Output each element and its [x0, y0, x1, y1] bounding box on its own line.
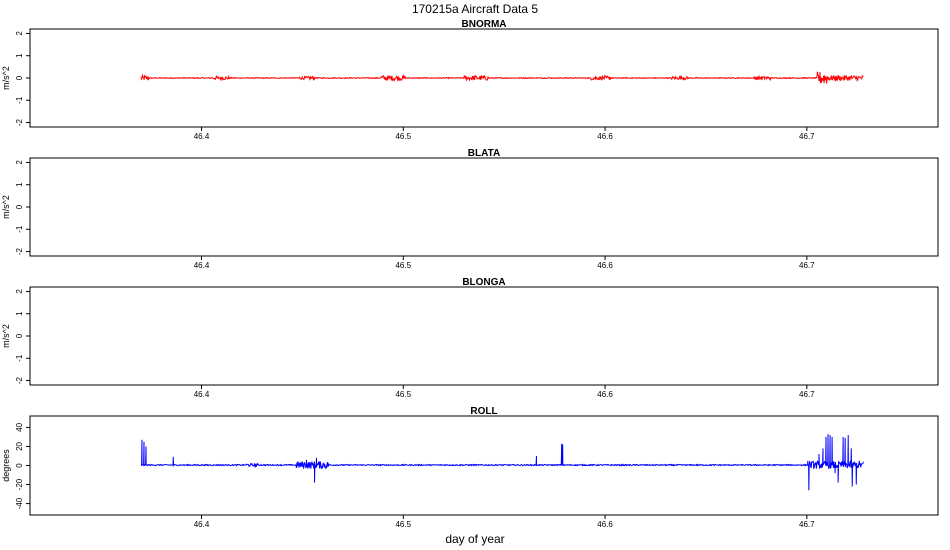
y-tick-label: 1 [15, 53, 24, 58]
y-tick-label: 0 [15, 463, 24, 468]
x-tick-label: 46.5 [395, 261, 411, 270]
y-tick-label: 20 [15, 441, 24, 450]
panel-title: BLATA [468, 148, 500, 159]
x-axis-label: day of year [445, 532, 504, 546]
panel-roll: ROLL -40 -20 0 20 40 degrees 46.4 46.5 46.6 46.7 [1, 406, 939, 529]
panel-title: BLONGA [462, 277, 505, 288]
y-tick-label: 1 [15, 311, 24, 316]
x-tick-label: 46.5 [395, 132, 411, 141]
y-tick-label: 0 [15, 204, 24, 209]
x-tick-label: 46.4 [194, 390, 210, 399]
y-tick-label: -2 [15, 118, 24, 126]
y-tick-label: -40 [15, 497, 24, 509]
x-tick-label: 46.4 [194, 132, 210, 141]
panels: BNORMA -2 -1 0 1 2 m/s^2 46.4 46.5 46.6 46.7 BLATA -… [1, 19, 939, 529]
panel-blonga: BLONGA -2 -1 0 1 2 m/s^2 46.4 46.5 46.6 46.7 [1, 277, 939, 399]
x-tick-label: 46.5 [395, 390, 411, 399]
y-tick-label: -2 [15, 376, 24, 384]
y-axis-label: m/s^2 [1, 66, 11, 90]
x-tick-label: 46.7 [799, 390, 815, 399]
y-tick-label: 2 [15, 160, 24, 165]
x-tick-label: 46.7 [799, 520, 815, 529]
y-tick-label: 0 [15, 333, 24, 338]
panel-title: ROLL [470, 406, 497, 417]
y-tick-label: -20 [15, 478, 24, 490]
panel-bnorma: BNORMA -2 -1 0 1 2 m/s^2 46.4 46.5 46.6 46.7 [1, 19, 939, 141]
y-axis-label: degrees [1, 449, 11, 482]
panel-title: BNORMA [462, 19, 507, 30]
y-tick-label: -1 [15, 225, 24, 233]
chart-title: 170215a Aircraft Data 5 [412, 2, 538, 16]
panel-blata: BLATA -2 -1 0 1 2 m/s^2 46.4 46.5 46.6 46.7 [1, 148, 939, 270]
y-tick-label: -1 [15, 96, 24, 104]
x-tick-label: 46.6 [597, 520, 613, 529]
x-tick-label: 46.4 [194, 261, 210, 270]
series-line [140, 434, 864, 491]
y-tick-label: 1 [15, 182, 24, 187]
y-tick-label: 2 [15, 31, 24, 36]
series-line [140, 71, 864, 84]
y-tick-label: -1 [15, 354, 24, 362]
y-tick-label: 2 [15, 289, 24, 294]
x-tick-label: 46.6 [597, 261, 613, 270]
x-tick-label: 46.6 [597, 132, 613, 141]
x-tick-label: 46.7 [799, 261, 815, 270]
y-tick-label: -2 [15, 247, 24, 255]
y-tick-label: 40 [15, 422, 24, 431]
x-tick-label: 46.5 [395, 520, 411, 529]
x-tick-label: 46.7 [799, 132, 815, 141]
y-axis-label: m/s^2 [1, 195, 11, 219]
y-tick-label: 0 [15, 75, 24, 80]
x-tick-label: 46.4 [194, 520, 210, 529]
y-axis-label: m/s^2 [1, 324, 11, 348]
x-tick-label: 46.6 [597, 390, 613, 399]
